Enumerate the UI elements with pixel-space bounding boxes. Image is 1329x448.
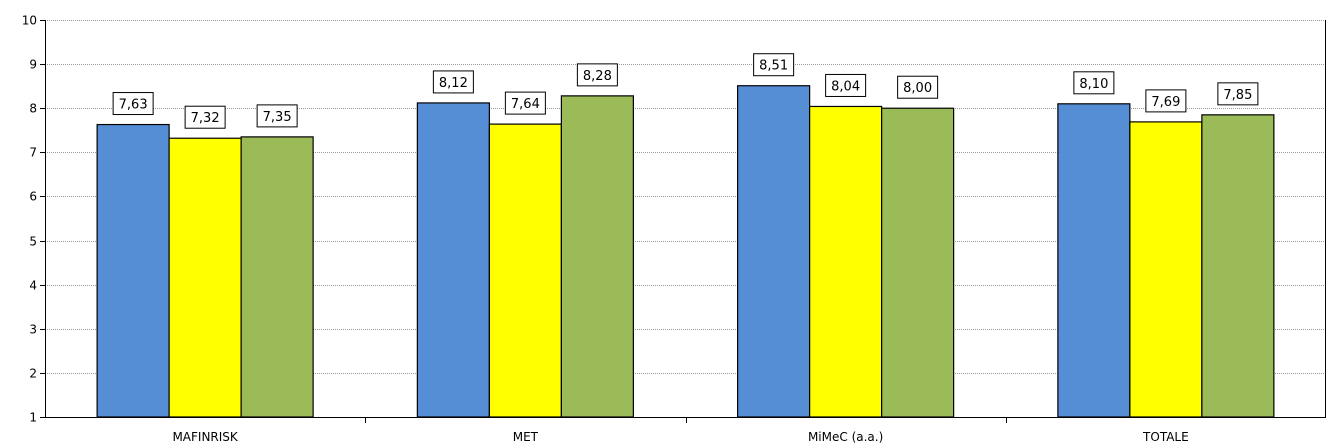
bar — [96, 123, 170, 418]
bar — [168, 137, 242, 418]
data-label: 8,51 — [759, 59, 788, 74]
data-label: 8,28 — [583, 69, 612, 84]
bar — [1129, 121, 1203, 418]
x-category-label: MiMeC (a.a.) — [808, 430, 883, 444]
bar — [737, 85, 811, 418]
bar — [1201, 114, 1275, 418]
data-label: 7,32 — [191, 111, 220, 126]
bar — [240, 136, 314, 418]
data-label-box — [432, 70, 474, 94]
data-label-box — [753, 53, 795, 77]
data-label: 7,63 — [119, 98, 148, 113]
data-label: 8,04 — [831, 79, 860, 94]
y-tick-label: 5 — [29, 235, 37, 249]
bars — [96, 85, 1275, 418]
bar — [881, 107, 955, 418]
data-label: 8,10 — [1079, 77, 1108, 92]
bar — [809, 105, 883, 418]
bar — [416, 102, 490, 418]
y-tick-label: 3 — [29, 323, 37, 337]
data-label-box — [184, 105, 226, 129]
y-tick-label: 1 — [29, 411, 37, 425]
y-tick-label: 4 — [29, 279, 37, 293]
y-tick-label: 10 — [22, 14, 37, 28]
x-category-label: MAFINRISK — [172, 430, 238, 444]
data-label-box — [576, 63, 618, 87]
x-category-label: TOTALE — [1142, 430, 1189, 444]
data-label: 8,12 — [439, 76, 468, 91]
data-label-box — [1217, 82, 1259, 106]
bar — [488, 123, 562, 418]
bar — [1057, 103, 1131, 418]
data-label-box — [897, 75, 939, 99]
gridlines — [45, 20, 1326, 374]
data-label-box — [256, 104, 298, 128]
x-category-label: MET — [513, 430, 539, 444]
data-label-box — [504, 91, 546, 115]
data-label-box — [1145, 89, 1187, 113]
data-label-box — [1073, 71, 1115, 95]
y-tick-label: 8 — [29, 102, 37, 116]
tick-labels: 1 2 3 4 5 6 7 8 9 10 MAFINRISK MET MiMeC (a.a.) TOTAL… — [22, 14, 1189, 445]
data-label: 7,35 — [263, 110, 292, 125]
y-tick-label: 6 — [29, 190, 37, 204]
data-labels: 7,63 7,32 7,35 8,12 7,64 8,28 8,51 8,04 8,00 8,10… — [112, 53, 1259, 129]
data-label: 7,64 — [511, 97, 540, 112]
bar — [560, 95, 634, 418]
data-label: 8,00 — [903, 81, 932, 96]
data-label: 7,69 — [1151, 95, 1180, 110]
y-tick-label: 9 — [29, 58, 37, 72]
data-label: 7,85 — [1223, 88, 1252, 103]
data-label-box — [112, 92, 154, 116]
y-tick-label: 7 — [29, 146, 37, 160]
y-tick-label: 2 — [29, 367, 37, 381]
data-label-box — [825, 73, 867, 97]
